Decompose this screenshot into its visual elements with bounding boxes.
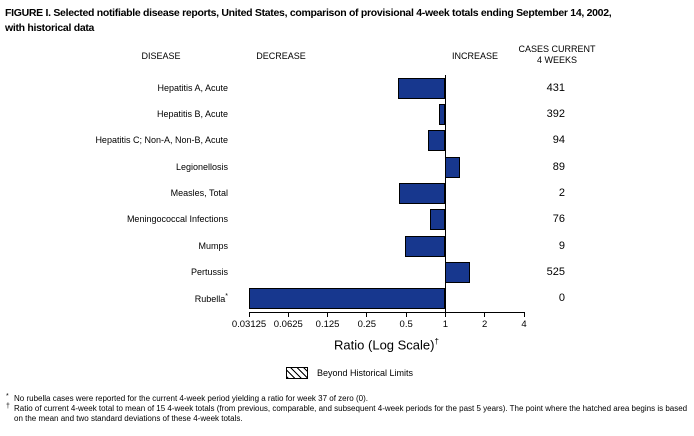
cases-column: 431 392 94 89 2 76 9 525 0 xyxy=(499,75,565,312)
cases-value: 89 xyxy=(552,160,565,173)
disease-bar xyxy=(249,288,446,310)
disease-label: Pertussis xyxy=(190,266,228,277)
x-axis-tick xyxy=(444,312,446,317)
x-axis-tick xyxy=(523,312,525,317)
disease-label: Mumps xyxy=(198,240,228,251)
disease-label: Hepatitis B, Acute xyxy=(156,108,228,119)
x-axis-tick-label: 0.0625 xyxy=(273,319,303,330)
x-axis-tick xyxy=(248,312,250,317)
disease-label: Legionellosis xyxy=(175,161,228,172)
cases-value: 392 xyxy=(546,107,565,120)
footnote-marker-dagger: † xyxy=(6,403,10,410)
disease-label: Meningococcal Infections xyxy=(126,214,228,225)
footnote-ratio: † Ratio of current 4-week total to mean … xyxy=(6,403,692,424)
x-axis-title-text: Ratio (Log Scale) xyxy=(334,337,435,353)
figure-title-line2: with historical data xyxy=(5,21,95,34)
x-axis-tick-label: 1 xyxy=(442,319,449,330)
legend-label: Beyond Historical Limits xyxy=(317,368,414,378)
x-axis-tick-label: 0.25 xyxy=(357,319,377,330)
cases-value: 94 xyxy=(552,134,565,147)
x-axis-title-dagger: † xyxy=(434,337,439,346)
x-axis-tick-label: 0.5 xyxy=(399,319,413,330)
figure-title-line1: FIGURE I. Selected notifiable disease re… xyxy=(5,7,612,19)
plot-area: 0.03125 0.0625 0.125 0.25 0.5 1 2 4 xyxy=(232,75,527,330)
footnote-marker-asterisk: * xyxy=(6,393,9,400)
column-header-decrease: DECREASE xyxy=(256,51,306,61)
cases-value: 2 xyxy=(558,186,565,199)
x-axis-tick-label: 0.03125 xyxy=(231,319,267,330)
disease-bar xyxy=(398,182,446,204)
cases-value: 431 xyxy=(546,81,565,94)
x-axis-title: Ratio (Log Scale)† xyxy=(249,337,524,352)
footnote-rubella: * No rubella cases were reported for the… xyxy=(6,393,692,404)
disease-bar xyxy=(445,261,470,283)
cases-value: 76 xyxy=(552,213,565,226)
x-axis-tick xyxy=(287,312,289,317)
disease-bar xyxy=(438,103,446,125)
column-header-disease: DISEASE xyxy=(141,51,181,61)
disease-label: Measles, Total xyxy=(170,187,228,198)
x-axis-line xyxy=(249,312,524,313)
column-header-increase: INCREASE xyxy=(451,51,498,61)
disease-labels: Hepatitis A, Acute Hepatitis B, Acute Hepa… xyxy=(0,75,228,312)
hatched-swatch-icon xyxy=(286,367,308,379)
cases-value: 0 xyxy=(558,292,565,305)
footnote-text-asterisk: No rubella cases were reported for the c… xyxy=(14,394,368,403)
disease-label-asterisk: * xyxy=(225,293,228,301)
disease-bar xyxy=(445,156,460,178)
disease-bar xyxy=(397,77,446,99)
x-axis-tick-label: 2 xyxy=(482,319,488,330)
baseline-line xyxy=(445,75,447,312)
disease-label: Hepatitis A, Acute xyxy=(157,82,228,93)
x-axis-tick-label: 0.125 xyxy=(315,319,340,330)
footnote-text-dagger: Ratio of current 4-week total to mean of… xyxy=(14,404,688,423)
x-axis-tick xyxy=(366,312,368,317)
x-axis-tick xyxy=(327,312,329,317)
cases-value: 9 xyxy=(558,239,565,252)
column-header-cases: CASES CURRENT 4 WEEKS xyxy=(507,44,607,67)
column-header-cases-line1: CASES CURRENT xyxy=(518,44,596,54)
figure-title: FIGURE I. Selected notifiable disease re… xyxy=(5,6,693,35)
disease-bar xyxy=(404,235,446,257)
legend: Beyond Historical Limits xyxy=(286,367,413,379)
footnotes: * No rubella cases were reported for the… xyxy=(6,393,692,424)
disease-label: Hepatitis C; Non-A, Non-B, Acute xyxy=(95,135,228,146)
cases-value: 525 xyxy=(546,265,565,278)
x-axis-tick-label: 4 xyxy=(521,319,527,330)
disease-label: Rubella* xyxy=(194,293,228,305)
x-axis-tick xyxy=(405,312,407,317)
disease-bar xyxy=(429,209,446,231)
disease-bar xyxy=(428,130,446,152)
x-axis-tick xyxy=(484,312,486,317)
column-header-cases-line2: 4 WEEKS xyxy=(536,55,577,66)
